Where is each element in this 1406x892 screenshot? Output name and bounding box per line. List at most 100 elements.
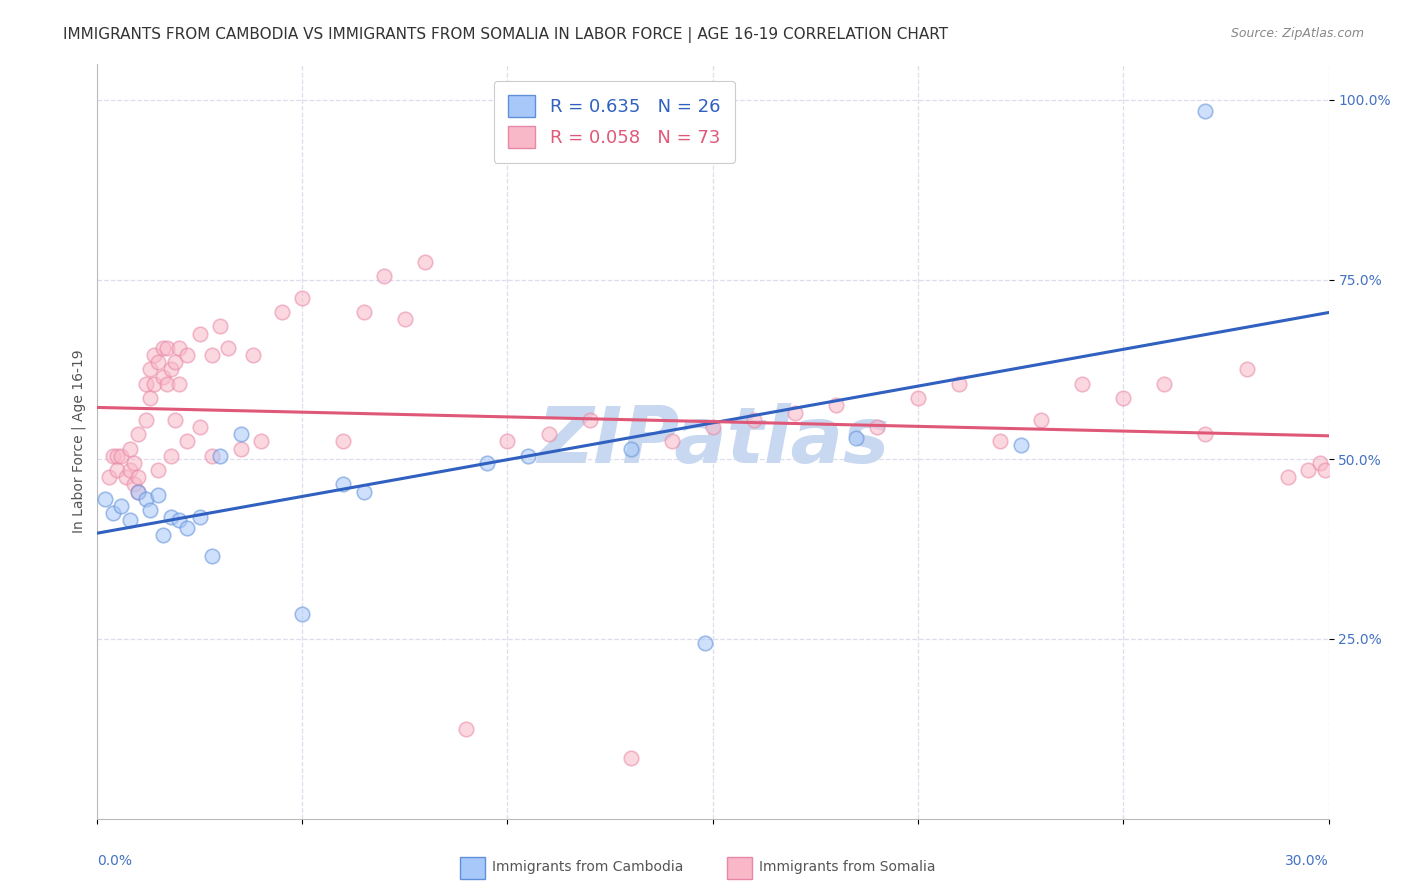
Point bbox=[163, 413, 186, 427]
Point bbox=[152, 341, 174, 355]
Point bbox=[242, 348, 264, 362]
Point bbox=[156, 341, 179, 355]
Point bbox=[148, 355, 170, 369]
Point bbox=[229, 442, 252, 456]
Point bbox=[456, 722, 478, 736]
Text: Immigrants from Cambodia: Immigrants from Cambodia bbox=[492, 860, 683, 873]
Point bbox=[373, 268, 395, 283]
Point bbox=[176, 520, 198, 534]
Point bbox=[537, 427, 560, 442]
Point bbox=[118, 442, 141, 456]
Point bbox=[1153, 376, 1175, 391]
Point bbox=[1194, 103, 1216, 118]
Point bbox=[167, 376, 190, 391]
Point bbox=[167, 341, 190, 355]
Point bbox=[135, 413, 157, 427]
Point bbox=[135, 491, 157, 506]
Text: Source: ZipAtlas.com: Source: ZipAtlas.com bbox=[1230, 27, 1364, 40]
Point bbox=[139, 502, 162, 516]
Point bbox=[152, 528, 174, 542]
Text: 30.0%: 30.0% bbox=[1285, 855, 1329, 868]
Point bbox=[475, 456, 498, 470]
Point bbox=[167, 513, 190, 527]
Point bbox=[1112, 391, 1135, 405]
Point bbox=[1194, 427, 1216, 442]
Point bbox=[139, 362, 162, 376]
Point bbox=[156, 376, 179, 391]
Point bbox=[139, 391, 162, 405]
Point bbox=[907, 391, 929, 405]
Point bbox=[291, 291, 314, 305]
Point bbox=[201, 549, 224, 564]
Point bbox=[159, 362, 181, 376]
Point bbox=[1296, 463, 1319, 477]
Text: IMMIGRANTS FROM CAMBODIA VS IMMIGRANTS FROM SOMALIA IN LABOR FORCE | AGE 16-19 C: IMMIGRANTS FROM CAMBODIA VS IMMIGRANTS F… bbox=[63, 27, 949, 43]
Point bbox=[250, 434, 273, 449]
Point bbox=[103, 449, 125, 463]
Point bbox=[1031, 413, 1053, 427]
Point bbox=[135, 376, 157, 391]
Point bbox=[845, 431, 868, 445]
Point bbox=[394, 312, 416, 326]
Point bbox=[122, 477, 145, 491]
Point bbox=[176, 348, 198, 362]
Point bbox=[1071, 376, 1094, 391]
Point bbox=[1277, 470, 1299, 484]
Legend: R = 0.635   N = 26, R = 0.058   N = 73: R = 0.635 N = 26, R = 0.058 N = 73 bbox=[494, 80, 735, 162]
Point bbox=[229, 427, 252, 442]
Y-axis label: In Labor Force | Age 16-19: In Labor Force | Age 16-19 bbox=[72, 350, 86, 533]
Point bbox=[866, 420, 889, 434]
Point bbox=[353, 484, 375, 499]
Point bbox=[620, 750, 643, 764]
Point bbox=[496, 434, 519, 449]
Point bbox=[98, 470, 121, 484]
Point bbox=[270, 305, 292, 319]
Point bbox=[94, 491, 117, 506]
Point bbox=[127, 484, 149, 499]
Point bbox=[1010, 438, 1032, 452]
Point bbox=[188, 509, 211, 524]
Point bbox=[415, 254, 437, 268]
Text: Immigrants from Somalia: Immigrants from Somalia bbox=[759, 860, 935, 873]
Point bbox=[332, 477, 354, 491]
Point bbox=[127, 427, 149, 442]
Point bbox=[122, 456, 145, 470]
Point bbox=[332, 434, 354, 449]
Point bbox=[517, 449, 540, 463]
Point bbox=[105, 449, 128, 463]
Point bbox=[208, 449, 231, 463]
Point bbox=[103, 506, 125, 520]
Point bbox=[578, 413, 600, 427]
Point bbox=[661, 434, 683, 449]
Point bbox=[1313, 463, 1336, 477]
Point bbox=[201, 449, 224, 463]
Point bbox=[118, 513, 141, 527]
Point bbox=[118, 463, 141, 477]
Point bbox=[110, 499, 132, 513]
Point bbox=[176, 434, 198, 449]
Point bbox=[159, 509, 181, 524]
Point bbox=[110, 449, 132, 463]
Point bbox=[620, 442, 643, 456]
Point bbox=[291, 607, 314, 621]
Point bbox=[127, 470, 149, 484]
Text: ZIPatlas: ZIPatlas bbox=[537, 403, 889, 479]
Point bbox=[188, 420, 211, 434]
Point bbox=[783, 406, 806, 420]
Point bbox=[127, 484, 149, 499]
Point bbox=[988, 434, 1011, 449]
Point bbox=[353, 305, 375, 319]
Point bbox=[143, 348, 166, 362]
Point bbox=[148, 463, 170, 477]
Point bbox=[188, 326, 211, 341]
Point bbox=[208, 319, 231, 334]
Point bbox=[114, 470, 136, 484]
Point bbox=[159, 449, 181, 463]
Point bbox=[105, 463, 128, 477]
Point bbox=[143, 376, 166, 391]
Point bbox=[217, 341, 239, 355]
Point bbox=[152, 369, 174, 384]
Point bbox=[1236, 362, 1258, 376]
Point bbox=[948, 376, 970, 391]
Point bbox=[201, 348, 224, 362]
